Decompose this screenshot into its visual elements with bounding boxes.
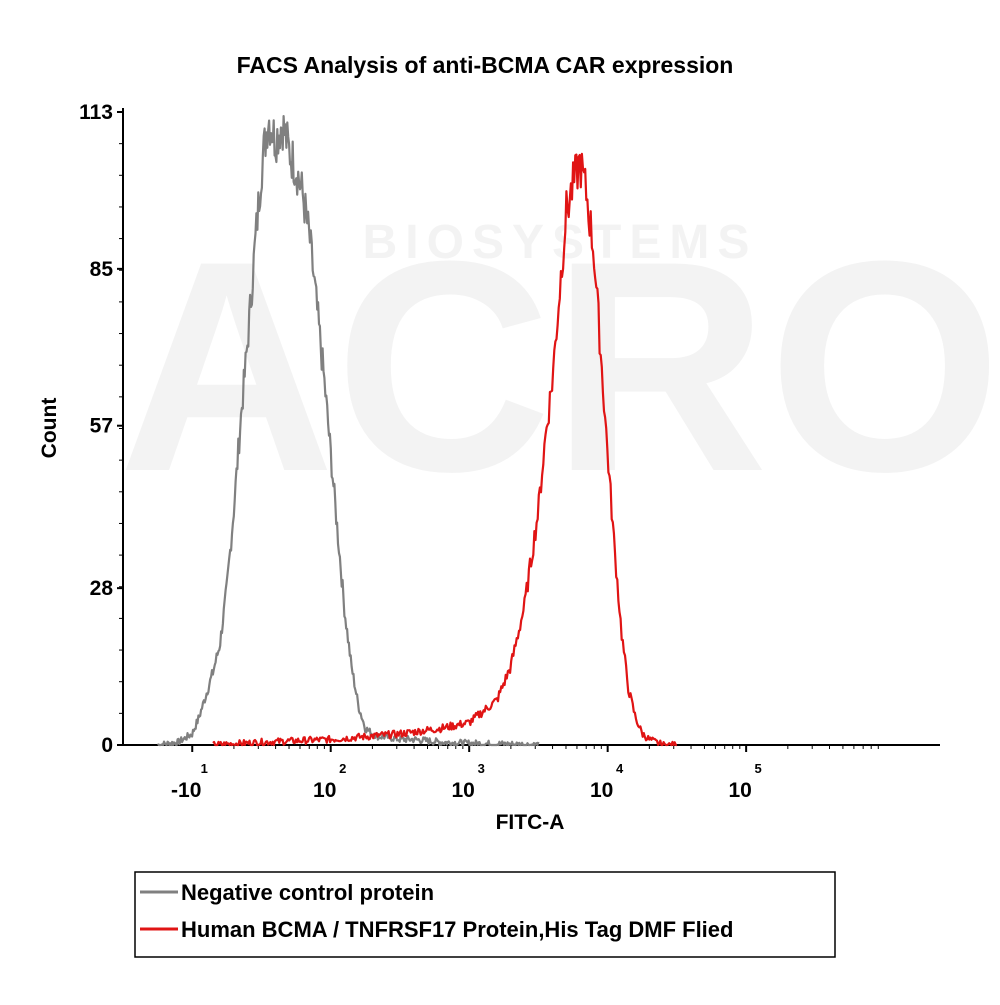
x-tick-exponent: 1	[201, 761, 208, 776]
x-tick-exponent: 3	[478, 761, 485, 776]
series-line-1	[212, 152, 677, 747]
chart-title: FACS Analysis of anti-BCMA CAR expressio…	[237, 52, 734, 78]
x-tick-base: -10	[171, 779, 201, 802]
y-tick-label: 85	[90, 258, 114, 281]
y-axis-label: Count	[38, 398, 61, 459]
watermark-logo: ACRO BIOSYSTEMS	[118, 198, 1000, 534]
x-tick-exponent: 2	[339, 761, 346, 776]
x-tick-exponent: 4	[616, 761, 624, 776]
y-tick-label: 0	[101, 734, 113, 757]
legend: Negative control protein Human BCMA / TNF…	[134, 871, 836, 958]
series-group	[157, 115, 677, 747]
x-tick-base: 10	[313, 779, 336, 802]
x-tick-base: 10	[590, 779, 613, 802]
y-tick-label: 57	[90, 415, 113, 438]
x-tick-exponent: 5	[755, 761, 762, 776]
x-tick-base: 10	[728, 779, 751, 802]
legend-label-0: Negative control protein	[181, 880, 434, 905]
legend-label-1: Human BCMA / TNFRSF17 Protein,His Tag DM…	[181, 917, 733, 942]
y-tick-label: 28	[90, 577, 114, 600]
x-axis-label: FITC-A	[496, 811, 565, 834]
legend-box	[134, 871, 836, 958]
watermark-subtitle: BIOSYSTEMS	[363, 216, 758, 269]
y-tick-label: 113	[79, 101, 113, 124]
y-axis-ticks: 0 28 57 85 113	[79, 101, 123, 757]
x-tick-base: 10	[452, 779, 475, 802]
series-line-0	[157, 115, 540, 747]
watermark-brand: ACRO	[118, 198, 1000, 534]
